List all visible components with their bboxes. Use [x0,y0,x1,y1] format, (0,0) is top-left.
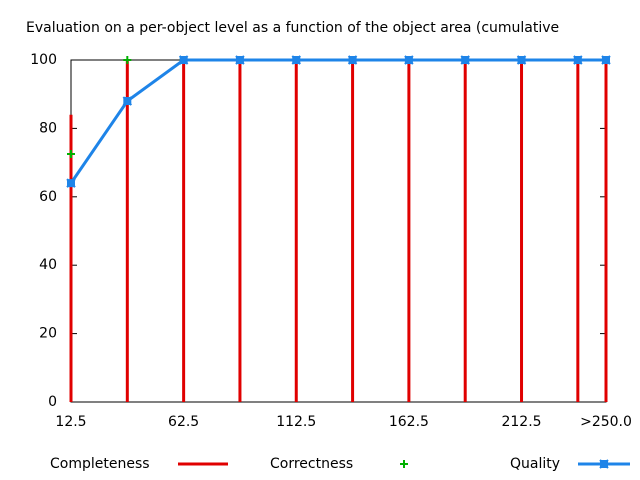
y-tick-label: 0 [48,394,57,410]
chart-title: Evaluation on a per-object level as a fu… [26,20,559,36]
plot-border [70,59,607,403]
legend-swatch [400,460,408,468]
x-tick-label: 62.5 [168,414,199,430]
x-tick-label: >250.0 [580,414,632,430]
y-tick-label: 20 [39,326,57,342]
x-tick-label: 212.5 [501,414,541,430]
marker [404,55,414,65]
y-tick-label: 40 [39,257,57,273]
marker [178,55,189,65]
x-tick-label: 112.5 [276,414,316,430]
marker [291,55,301,65]
legend-label: Quality [510,456,560,472]
point [67,150,75,159]
marker [347,55,358,65]
marker [573,55,583,65]
x-tick-label: 12.5 [55,414,86,430]
marker [122,96,133,106]
marker [516,55,527,65]
legend-label: Correctness [270,456,353,472]
y-tick-label: 80 [39,120,57,136]
point [123,56,132,64]
marker [460,55,470,65]
x-tick-label: 162.5 [389,414,429,430]
y-tick-label: 100 [30,52,57,68]
line [69,58,606,184]
legend-swatch [599,459,609,469]
legend-label: Completeness [50,456,150,472]
marker [66,178,76,188]
marker [235,55,245,65]
marker [601,55,611,65]
y-tick-label: 60 [39,189,57,205]
